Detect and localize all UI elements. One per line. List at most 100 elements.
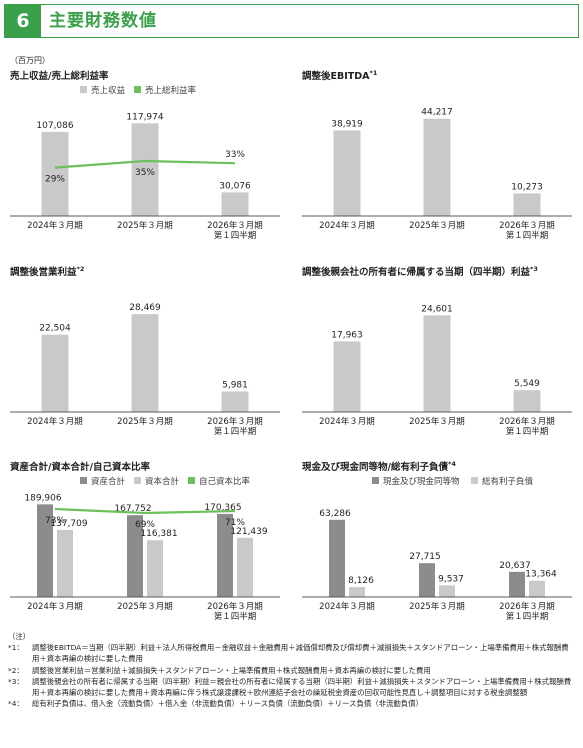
data-label: 63,286 bbox=[319, 509, 351, 519]
footnote-key: *2： bbox=[8, 665, 24, 675]
data-label: 5,549 bbox=[514, 379, 540, 389]
x-tick-label: 2024年３月期 bbox=[319, 220, 375, 231]
x-tick-label: 2026年３月期第１四半期 bbox=[207, 416, 263, 437]
legend-label: 現金及び現金同等物 bbox=[383, 476, 460, 487]
footnote-text: 調整後営業利益＝営業利益＋減損損失＋スタンドアローン・上場準備費用＋株式報酬費用… bbox=[32, 665, 431, 675]
section-title: 主要財務数値 bbox=[49, 11, 157, 31]
legend-label: 総有利子負債 bbox=[482, 476, 534, 487]
bar bbox=[329, 519, 345, 597]
chart-title-footnote: *1 bbox=[369, 68, 378, 77]
legend-label: 資産合計 bbox=[91, 476, 126, 487]
chart-title-text: 調整後EBITDA bbox=[302, 71, 370, 82]
bar bbox=[419, 563, 435, 597]
section-number: 6 bbox=[5, 5, 41, 37]
data-label: 20,637 bbox=[499, 561, 531, 571]
line-label: 33% bbox=[225, 150, 245, 160]
x-tick-label: 2024年３月期 bbox=[319, 601, 375, 612]
data-label: 17,963 bbox=[331, 330, 363, 340]
bar bbox=[41, 131, 69, 216]
data-label: 27,715 bbox=[409, 552, 441, 562]
x-tick-label: 2024年３月期 bbox=[27, 220, 83, 231]
chart-title-footnote: *3 bbox=[530, 264, 538, 273]
bar bbox=[221, 192, 249, 216]
bar bbox=[529, 580, 545, 597]
data-label: 137,709 bbox=[50, 519, 87, 529]
legend-swatch bbox=[188, 477, 195, 484]
line-label: 73% bbox=[45, 516, 65, 526]
unit-label: （百万円） bbox=[10, 56, 50, 65]
footnote-key: *1： bbox=[8, 643, 24, 653]
x-tick-label: 2025年３月期 bbox=[117, 601, 173, 612]
chart-title-footnote: *4 bbox=[447, 459, 456, 468]
chart-title-revenue: 売上収益/売上総利益率 bbox=[10, 68, 108, 82]
series-line bbox=[54, 159, 236, 169]
data-label: 116,381 bbox=[140, 529, 177, 539]
chart-ebitda: 38,919 44,217 10,273 2024年３月期 2025年３月期 2026年３… bbox=[302, 108, 572, 241]
footnote-text: 調整後親会社の所有者に帰属する当期（四半期）利益＝親会社の所有者に帰属する当期（… bbox=[32, 676, 572, 698]
chart-title-text: 資産合計/資本合計/自己資本比率 bbox=[10, 462, 150, 473]
bar bbox=[37, 504, 53, 597]
chart-title-text: 調整後親会社の所有者に帰属する当期（四半期）利益 bbox=[302, 267, 531, 278]
bar bbox=[439, 585, 455, 597]
x-tick-label: 2025年３月期 bbox=[117, 220, 173, 231]
x-tick-label: 2026年３月期第１四半期 bbox=[207, 601, 263, 622]
line-label: 71% bbox=[225, 518, 245, 528]
data-label: 107,086 bbox=[36, 121, 73, 131]
bar bbox=[57, 529, 73, 597]
data-label: 5,981 bbox=[222, 380, 248, 390]
data-label: 13,364 bbox=[525, 570, 557, 580]
bar bbox=[217, 513, 233, 597]
bar bbox=[147, 540, 163, 597]
data-label: 189,906 bbox=[24, 493, 61, 503]
bar bbox=[333, 341, 361, 412]
chart-title-text: 売上収益/売上総利益率 bbox=[10, 71, 109, 82]
x-tick-label: 2025年３月期 bbox=[409, 416, 465, 427]
footnote-text: 総有利子負債は、借入金（流動負債）＋借入金（非流動負債）＋リース負債（流動負債）… bbox=[32, 699, 423, 709]
data-label: 30,076 bbox=[219, 181, 251, 191]
footnote-2: *2： 調整後営業利益＝営業利益＋減損損失＋スタンドアローン・上場準備費用＋株式報… bbox=[8, 665, 576, 676]
bar bbox=[41, 334, 69, 412]
x-tick-label: 2025年３月期 bbox=[117, 416, 173, 427]
bar bbox=[349, 587, 365, 597]
legend-swatch bbox=[134, 86, 141, 93]
chart-title-footnote: *2 bbox=[76, 264, 85, 273]
legend-label: 売上収益 bbox=[91, 85, 126, 96]
legend-label: 売上総利益率 bbox=[145, 85, 197, 96]
data-label: 24,601 bbox=[421, 304, 453, 314]
legend-swatch bbox=[80, 86, 87, 93]
chart-net-profit: 17,963 24,601 5,549 2024年３月期 2025年３月期 2026年３月… bbox=[302, 304, 572, 437]
footnote-1: *1： 調整後EBITDA＝当期（四半期）利益＋法人所得税費用－金融収益＋金融費用… bbox=[8, 642, 576, 664]
chart-assets: 資産合計 資本合計 自己資本比率 189,906 137,709 167,752 116,3… bbox=[10, 476, 280, 622]
x-tick-label: 2025年３月期 bbox=[409, 220, 465, 231]
x-tick-label: 2026年３月期第１四半期 bbox=[207, 220, 263, 241]
data-label: 8,126 bbox=[348, 576, 374, 586]
legend-swatch bbox=[372, 477, 379, 484]
data-label: 44,217 bbox=[421, 108, 453, 118]
x-tick-label: 2026年３月期第１四半期 bbox=[499, 220, 555, 241]
footnote-key: *4： bbox=[8, 699, 24, 709]
data-label: 167,752 bbox=[114, 504, 151, 514]
legend-swatch bbox=[80, 477, 87, 484]
chart-revenue: 売上収益 売上総利益率 107,086 117,974 30,076 29% 35% 33% 2… bbox=[10, 85, 280, 241]
x-tick-label: 2024年３月期 bbox=[27, 601, 83, 612]
line-label: 35% bbox=[135, 168, 155, 178]
x-tick-label: 2026年３月期第１四半期 bbox=[499, 416, 555, 437]
bar bbox=[131, 314, 159, 412]
data-label: 38,919 bbox=[331, 119, 363, 129]
data-label: 22,504 bbox=[39, 324, 71, 334]
chart-title-assets: 資産合計/資本合計/自己資本比率 bbox=[10, 459, 150, 473]
x-tick-label: 2026年３月期第１四半期 bbox=[499, 601, 555, 622]
chart-title-cash-debt: 現金及び現金同等物/総有利子負債*4 bbox=[302, 459, 456, 473]
footnote-3: *3： 調整後親会社の所有者に帰属する当期（四半期）利益＝親会社の所有者に帰属する… bbox=[8, 676, 576, 698]
bar bbox=[221, 391, 249, 412]
footnote-key: *3： bbox=[8, 676, 24, 686]
data-label: 9,537 bbox=[438, 574, 464, 584]
bar bbox=[513, 390, 541, 412]
bar bbox=[131, 123, 159, 216]
footnote-text: 調整後EBITDA＝当期（四半期）利益＋法人所得税費用－金融収益＋金融費用＋減価… bbox=[32, 643, 569, 664]
chart-title-text: 調整後営業利益 bbox=[10, 267, 77, 278]
data-label: 121,439 bbox=[230, 527, 267, 537]
footnote-4: *4： 総有利子負債は、借入金（流動負債）＋借入金（非流動負債）＋リース負債（流動… bbox=[8, 698, 576, 709]
chart-title-net-profit: 調整後親会社の所有者に帰属する当期（四半期）利益*3 bbox=[302, 264, 538, 278]
data-label: 10,273 bbox=[511, 182, 543, 192]
